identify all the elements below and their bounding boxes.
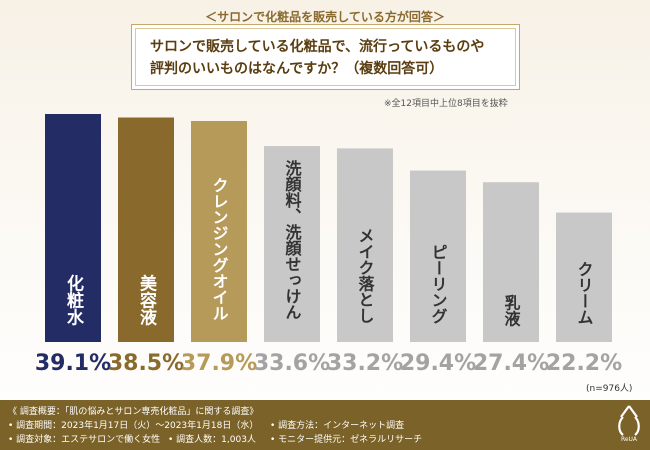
top-label: ＜サロンで化粧品を販売している方が回答＞ [205,10,445,24]
value-label-2: 38.5% [108,351,184,376]
sample-size: (n=976人) [586,384,633,394]
footer-period: • 調査期間：2023年1月17日（火）～2023年1月18日（水） [8,421,259,431]
bar-1 [45,114,101,342]
bar-4 [264,146,320,342]
category-label-7: 乳液 [502,293,521,327]
value-label-1: 39.1% [35,351,111,376]
category-label-5: メイク落とし [356,227,375,323]
bar-6 [410,170,466,342]
brand-logo-icon [618,405,640,436]
footer-target: • 調査対象：エステサロンで働く女性 [8,435,161,445]
category-label-4: 洗顔料、洗顔せっけん [283,159,303,320]
value-label-6: 29.4% [400,351,476,376]
category-label-6: ピーリング [429,244,448,324]
bar-7 [483,182,539,342]
bar-5 [337,148,393,342]
question-line-1: サロンで販売している化粧品で、流行っているものや [150,39,485,55]
value-label-4: 33.6% [254,351,330,376]
value-label-5: 33.2% [327,351,403,376]
question-text: サロンで販売している化粧品で、流行っているものや 評判のいいものはなんですか？（… [150,36,509,80]
footer-provider: • モニター提供元：ゼネラルリサーチ [270,435,423,445]
bar-8 [556,212,612,342]
question-line-2: 評判のいいものはなんですか？（複数回答可） [150,61,444,77]
footer-method: • 調査方法：インターネット調査 [270,421,405,431]
value-label-7: 27.4% [473,351,549,376]
bar-2 [118,117,174,342]
brand-logo-text: ReUA [620,436,638,443]
category-label-3: クレンジングオイル [210,177,229,321]
value-label-3: 37.9% [181,351,257,376]
category-label-2: 美容液 [136,273,157,326]
category-label-8: クリーム [575,261,594,325]
note-text: ※全12項目中上位8項目を抜粋 [384,99,508,109]
bar-chart: 化粧水 39.1% 美容液 38.5% クレンジングオイル 37.9% 洗顔料、洗顔せっけん… [35,114,622,376]
question-box: サロンで販売している化粧品で、流行っているものや 評判のいいものはなんですか？（… [131,24,520,90]
footer-title: 《 調査概要：「肌の悩みとサロン専売化粧品」に関する調査》 [8,407,259,417]
value-label-8: 22.2% [546,351,622,376]
category-label-1: 化粧水 [63,273,84,326]
footer-count: • 調査人数：1,003人 [168,435,256,445]
footer: 《 調査概要：「肌の悩みとサロン専売化粧品」に関する調査》 • 調査期間：202… [0,400,650,450]
bar-3 [191,120,247,343]
